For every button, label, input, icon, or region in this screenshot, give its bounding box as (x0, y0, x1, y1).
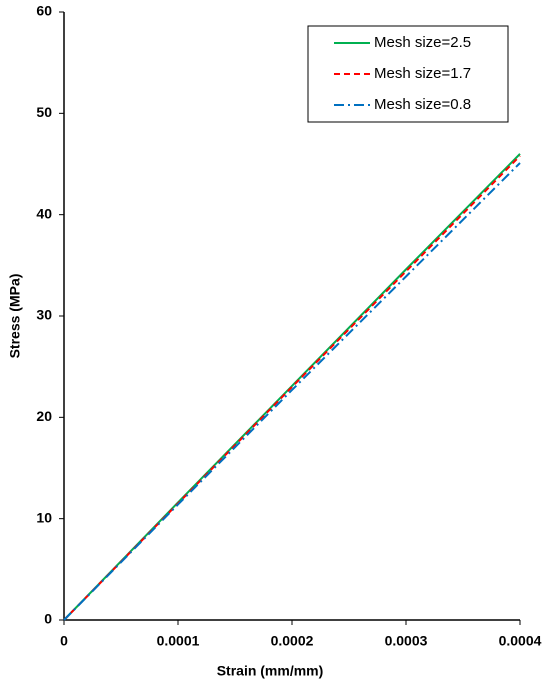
legend-label: Mesh size=1.7 (374, 65, 471, 82)
y-tick-label: 40 (36, 205, 52, 221)
x-tick-label: 0.0003 (385, 633, 428, 649)
y-tick-label: 20 (36, 408, 52, 424)
y-tick-label: 60 (36, 3, 52, 19)
series-line (63, 162, 521, 621)
x-axis-label: Strain (mm/mm) (217, 663, 324, 679)
series-line (63, 155, 521, 621)
legend: Mesh size=2.5 Mesh size=1.7 Mesh size=0.8 (307, 25, 509, 123)
x-tick-label: 0.0002 (271, 633, 314, 649)
y-tick-label: 50 (36, 104, 52, 120)
x-tick-label: 0 (60, 633, 68, 649)
legend-label: Mesh size=2.5 (374, 34, 471, 51)
y-tick-label: 30 (36, 307, 52, 323)
legend-label: Mesh size=0.8 (374, 96, 471, 113)
y-axis-label: Stress (MPa) (7, 274, 23, 359)
x-tick-label: 0.0001 (157, 633, 200, 649)
x-tick-label: 0.0004 (499, 633, 542, 649)
y-tick-label: 0 (44, 611, 52, 627)
y-tick-label: 10 (36, 509, 52, 525)
